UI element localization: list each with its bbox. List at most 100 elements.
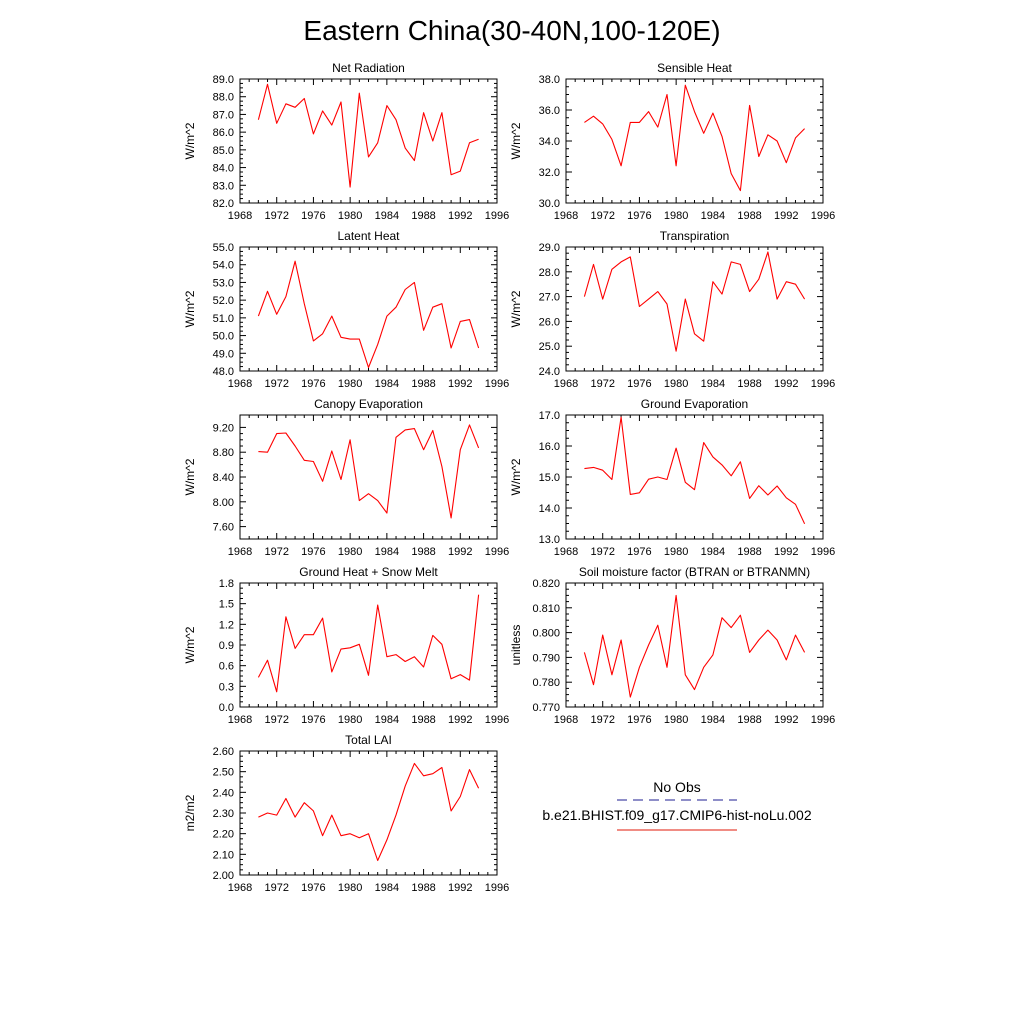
y-tick-label: 88.0 — [213, 92, 234, 104]
x-tick-label: 1980 — [338, 210, 362, 222]
legend-label-model: b.e21.BHIST.f09_g17.CMIP6-hist-noLu.002 — [542, 807, 811, 823]
y-tick-label: 0.770 — [532, 702, 560, 714]
x-tick-label: 1984 — [701, 546, 725, 558]
legend: No Obs b.e21.BHIST.f09_g17.CMIP6-hist-no… — [542, 779, 812, 831]
y-tick-label: 2.30 — [213, 808, 234, 820]
y-tick-label: 27.0 — [539, 292, 560, 304]
panel-title: Transpiration — [660, 229, 730, 243]
x-tick-label: 1988 — [411, 882, 435, 894]
x-tick-label: 1980 — [664, 210, 688, 222]
x-tick-label: 1980 — [664, 546, 688, 558]
y-tick-label: 54.0 — [213, 260, 234, 272]
y-tick-label: 49.0 — [213, 348, 234, 360]
x-tick-label: 1976 — [301, 546, 325, 558]
plot-frame — [565, 246, 824, 372]
x-tick-label: 1988 — [737, 210, 761, 222]
x-tick-label: 1984 — [375, 714, 399, 726]
y-tick-label: 0.790 — [532, 652, 560, 664]
y-tick-label: 83.0 — [213, 180, 234, 192]
y-tick-label: 48.0 — [213, 366, 234, 378]
y-tick-label: 30.0 — [539, 198, 560, 210]
x-tick-label: 1968 — [228, 714, 252, 726]
series-line-canopy-evaporation — [258, 424, 480, 519]
x-tick-label: 1988 — [737, 546, 761, 558]
x-tick-label: 1968 — [228, 882, 252, 894]
y-axis-label: unitless — [509, 625, 523, 666]
y-tick-label: 85.0 — [213, 145, 234, 157]
panel-grid: Net Radiation W/m^2 1968 1972 1976 1980 1984 19… — [183, 61, 835, 894]
x-tick-label: 1996 — [485, 378, 509, 390]
panel-title: Latent Heat — [337, 229, 400, 243]
plot-frame — [239, 246, 498, 372]
x-tick-label: 1968 — [228, 546, 252, 558]
x-tick-label: 1992 — [774, 546, 798, 558]
x-tick-label: 1972 — [590, 210, 614, 222]
panel-title: Total LAI — [345, 733, 392, 747]
y-tick-label: 50.0 — [213, 331, 234, 343]
x-tick-label: 1972 — [264, 714, 288, 726]
y-tick-label: 17.0 — [539, 410, 560, 422]
x-tick-label: 1988 — [737, 714, 761, 726]
series-line-total-lai — [258, 762, 480, 862]
x-tick-label: 1968 — [228, 210, 252, 222]
y-axis-label: W/m^2 — [509, 290, 523, 327]
x-tick-label: 1984 — [375, 378, 399, 390]
y-tick-label: 2.60 — [213, 746, 234, 758]
y-tick-label: 51.0 — [213, 313, 234, 325]
y-axis-label: W/m^2 — [183, 122, 197, 159]
y-tick-label: 0.0 — [219, 702, 234, 714]
panel-title: Canopy Evaporation — [314, 397, 423, 411]
x-tick-label: 1980 — [664, 378, 688, 390]
y-tick-label: 2.00 — [213, 870, 234, 882]
x-tick-label: 1992 — [448, 210, 472, 222]
x-tick-label: 1972 — [590, 546, 614, 558]
x-tick-label: 1988 — [411, 546, 435, 558]
x-tick-label: 1984 — [375, 882, 399, 894]
x-tick-label: 1972 — [590, 714, 614, 726]
y-tick-label: 15.0 — [539, 472, 560, 484]
x-tick-label: 1968 — [554, 714, 578, 726]
x-tick-label: 1980 — [664, 714, 688, 726]
x-tick-label: 1980 — [338, 714, 362, 726]
x-tick-label: 1996 — [485, 882, 509, 894]
y-tick-label: 2.40 — [213, 787, 234, 799]
y-tick-label: 87.0 — [213, 109, 234, 121]
x-tick-label: 1976 — [301, 714, 325, 726]
panel-soil-moisture-factor-btran-or-btranmn: Soil moisture factor (BTRAN or BTRANMN) u… — [509, 565, 835, 726]
panel-ground-heat-snow-melt: Ground Heat + Snow Melt W/m^2 1968 1972 1976… — [183, 565, 509, 726]
x-tick-label: 1992 — [448, 546, 472, 558]
x-tick-label: 1968 — [228, 378, 252, 390]
y-tick-label: 89.0 — [213, 74, 234, 86]
y-tick-label: 32.0 — [539, 167, 560, 179]
x-tick-label: 1996 — [811, 210, 835, 222]
panel-canopy-evaporation: Canopy Evaporation W/m^2 1968 1972 1976 1980 1… — [183, 397, 509, 558]
x-tick-label: 1972 — [264, 378, 288, 390]
plot-frame — [565, 414, 824, 540]
panel-ground-evaporation: Ground Evaporation W/m^2 1968 1972 1976 1980 1… — [509, 397, 835, 558]
y-tick-label: 1.5 — [219, 599, 234, 611]
panel-title: Ground Evaporation — [641, 397, 748, 411]
x-tick-label: 1992 — [774, 714, 798, 726]
x-tick-label: 1972 — [264, 546, 288, 558]
y-tick-label: 53.0 — [213, 277, 234, 289]
y-tick-label: 0.6 — [219, 661, 234, 673]
y-axis-label: W/m^2 — [509, 122, 523, 159]
x-tick-label: 1984 — [701, 210, 725, 222]
y-axis-label: m2/m2 — [183, 794, 197, 831]
panel-title: Soil moisture factor (BTRAN or BTRANMN) — [579, 565, 810, 579]
y-tick-label: 26.0 — [539, 316, 560, 328]
x-tick-label: 1996 — [811, 546, 835, 558]
panel-sensible-heat: Sensible Heat W/m^2 1968 1972 1976 1980 1984 19… — [509, 61, 835, 222]
panel-total-lai: Total LAI m2/m2 1968 1972 1976 1980 1984 1988 19… — [183, 733, 509, 894]
y-tick-label: 0.780 — [532, 677, 560, 689]
x-tick-label: 1996 — [485, 546, 509, 558]
plot-frame — [239, 582, 498, 708]
y-tick-label: 0.9 — [219, 640, 234, 652]
plot-frame — [239, 78, 498, 204]
series-line-net-radiation — [257, 83, 479, 188]
y-tick-label: 82.0 — [213, 198, 234, 210]
y-tick-label: 8.40 — [213, 472, 234, 484]
x-tick-label: 1976 — [301, 378, 325, 390]
series-line-ground-evaporation — [584, 416, 806, 525]
x-tick-label: 1976 — [301, 882, 325, 894]
